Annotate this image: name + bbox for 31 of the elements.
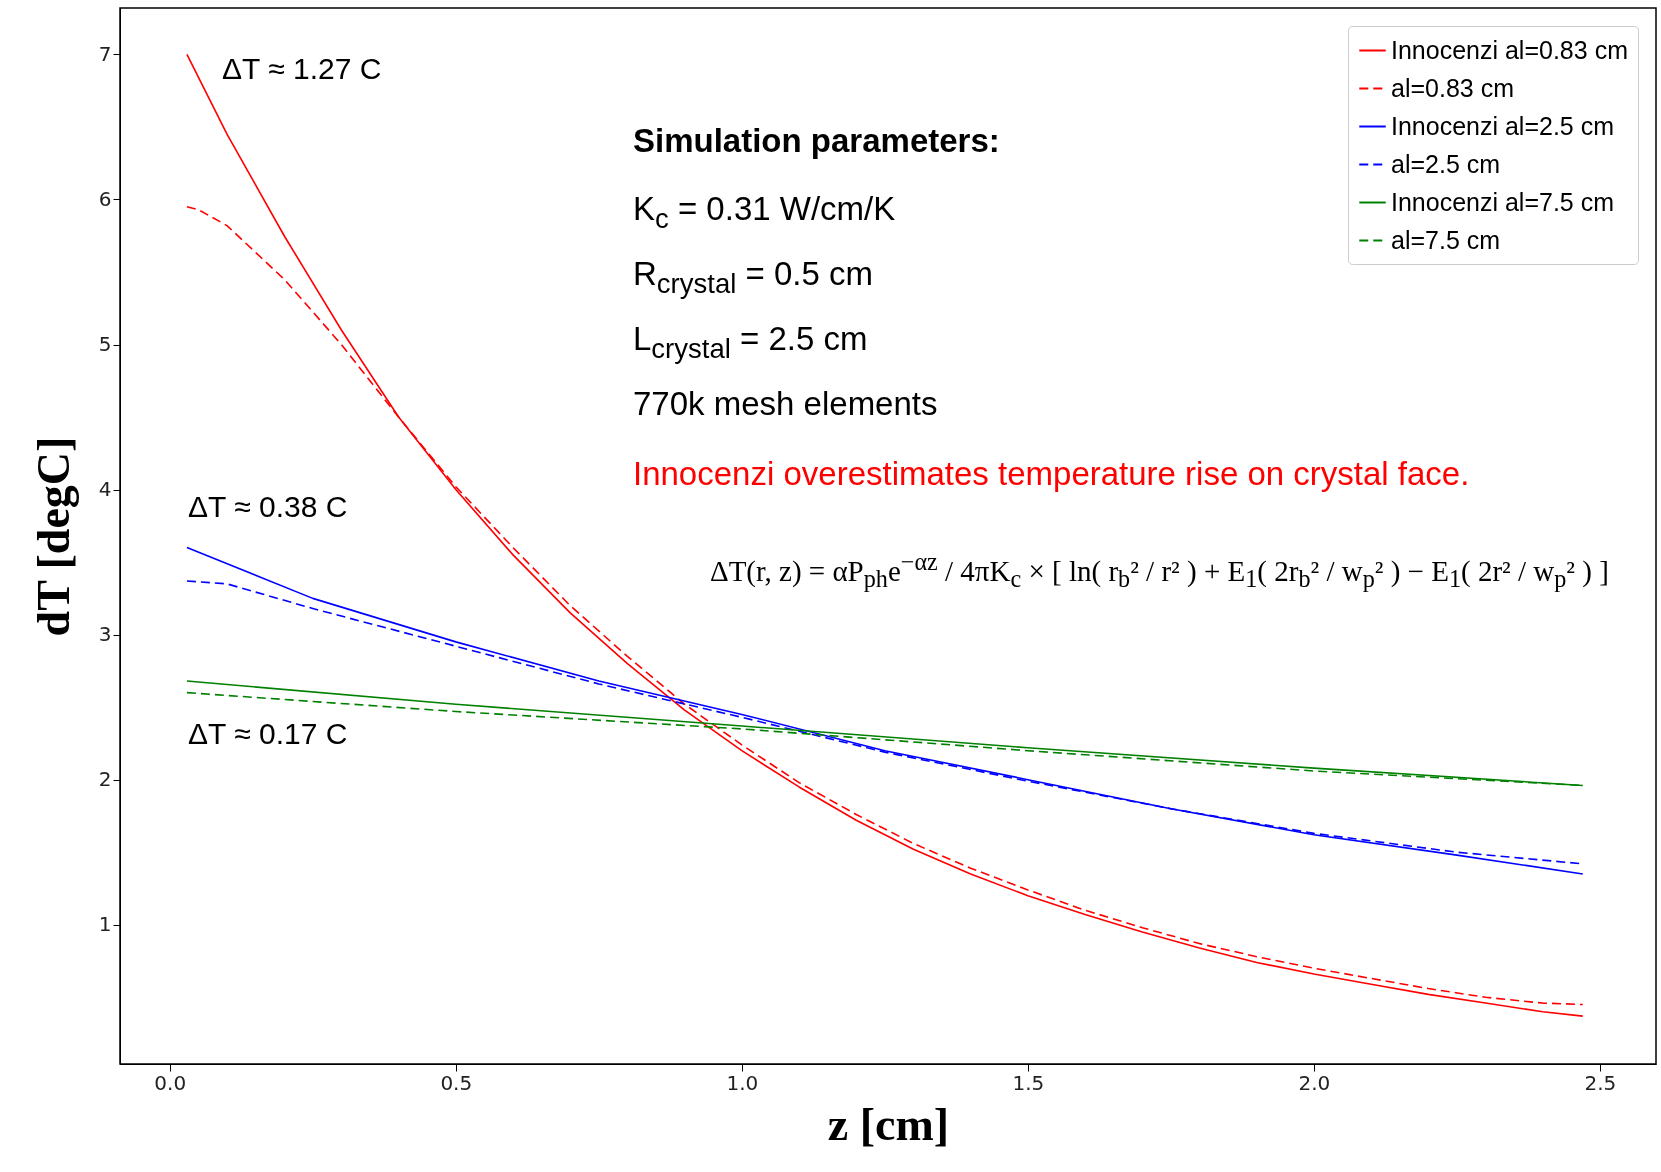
annotation: ΔT ≈ 0.38 C (188, 490, 348, 524)
y-tick-label: 7 (98, 41, 112, 66)
y-tick-label: 1 (98, 912, 112, 937)
annotation: K$_{c}$ = 0.31 W/cm/K (633, 190, 896, 235)
annotation: Innocenzi overestimates temperature rise on crystal face. (633, 455, 1470, 493)
annotation: R$_{crystal}$ = 0.5 cm (633, 255, 873, 300)
text: ΔT(r, z) = αP$_{ph}$e$^{−αz}$ / 4πK$_{c}$ × [ ln( r$_{b}$² / r² ) + E$_{1}$( 2r$_{b}$² / w$_{p}$² ) − E$_{1}$( 2r² / w$_{p}$² ) ] (710, 548, 1609, 593)
y-tick-label: 2 (98, 767, 112, 792)
y-axis-title: dT [degC] (27, 436, 79, 637)
y-tick-label: 3 (98, 622, 112, 647)
y-tick-label: 6 (98, 186, 112, 211)
x-tick-label: 1.5 (1012, 1070, 1045, 1095)
legend-label: Innocenzi al=0.83 cm (1391, 35, 1628, 64)
legend-label: Innocenzi al=2.5 cm (1391, 111, 1615, 140)
x-tick-label: 0.0 (154, 1070, 187, 1095)
annotation: ΔT ≈ 0.17 C (188, 717, 348, 751)
x-tick-label: 0.5 (440, 1070, 473, 1095)
y-tick-label: 4 (98, 477, 112, 502)
x-axis-title: z [cm] (827, 1098, 950, 1150)
x-tick-label: 2.0 (1298, 1070, 1331, 1095)
annotation: 770k mesh elements (633, 385, 938, 423)
y-tick-label: 5 (98, 332, 112, 357)
legend-label: al=7.5 cm (1391, 225, 1501, 254)
x-tick-label: 1.0 (726, 1070, 759, 1095)
x-tick-label: 2.5 (1584, 1070, 1617, 1095)
annotation: Simulation parameters: (633, 122, 1000, 160)
legend-label: al=2.5 cm (1391, 149, 1501, 178)
annotation: ΔT ≈ 1.27 C (222, 52, 382, 86)
legend-label: al=0.83 cm (1391, 73, 1514, 102)
legend-label: Innocenzi al=7.5 cm (1391, 187, 1615, 216)
annotation: L$_{crystal}$ = 2.5 cm (633, 320, 868, 365)
